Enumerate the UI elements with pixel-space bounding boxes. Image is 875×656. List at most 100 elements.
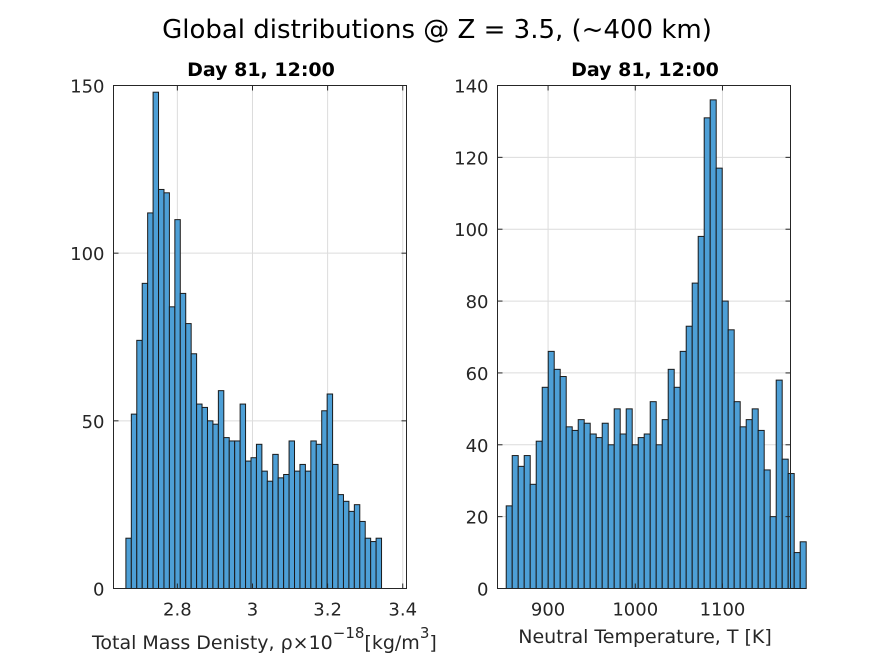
density-bar xyxy=(370,541,377,590)
density-xlabel-units-exponent: 3 xyxy=(420,624,430,642)
density-bar xyxy=(375,537,383,590)
temperature-bar xyxy=(679,350,687,589)
temperature-bar xyxy=(565,426,573,590)
temperature-axes-frame xyxy=(497,85,791,589)
density-bar xyxy=(342,500,350,589)
temperature-ytick-label: 140 xyxy=(454,77,488,98)
density-xlabel-exponent: −18 xyxy=(333,624,365,642)
density-bar xyxy=(288,440,296,589)
density-xtick-label: 2.8 xyxy=(163,600,192,621)
density-bar xyxy=(152,91,160,589)
density-bar xyxy=(359,520,366,590)
temperature-bar xyxy=(559,376,567,589)
temperature-bar xyxy=(703,117,711,589)
temperature-bar xyxy=(631,444,639,589)
temperature-ytick-label: 40 xyxy=(466,436,489,457)
temperature-bar xyxy=(673,386,681,589)
density-xtick-label: 3.2 xyxy=(313,600,342,621)
density-bar xyxy=(136,339,143,589)
density-bar xyxy=(223,437,230,589)
temperature-bar xyxy=(613,408,621,589)
temperature-bar xyxy=(697,235,705,589)
temperature-bar xyxy=(517,465,525,590)
temperature-bar xyxy=(721,300,729,589)
temperature-bar xyxy=(661,419,669,589)
density-xtick-label: 3 xyxy=(247,600,258,621)
density-bar xyxy=(158,188,165,589)
density-xlabel-text: Total Mass Denisty, ρ×10 xyxy=(91,632,333,654)
density-bar xyxy=(206,420,214,590)
density-bar xyxy=(304,470,312,589)
density-bar xyxy=(332,463,339,589)
density-bar xyxy=(337,494,344,589)
density-bar xyxy=(310,440,317,589)
temperature-bar xyxy=(709,99,717,589)
density-bar xyxy=(315,443,323,589)
density-bar xyxy=(326,393,334,589)
density-bar xyxy=(299,463,306,589)
temperature-bar xyxy=(577,419,585,589)
temperature-bar xyxy=(739,426,747,590)
temperature-xtick-label: 900 xyxy=(531,600,565,621)
density-ytick-label: 100 xyxy=(70,244,104,265)
temperature-bar xyxy=(547,350,555,589)
density-bar xyxy=(294,470,301,589)
density-bar xyxy=(217,390,225,589)
temperature-bar xyxy=(655,444,663,589)
temperature-bar xyxy=(553,368,561,590)
temperature-bar xyxy=(667,368,675,590)
temperature-bar xyxy=(583,422,591,589)
temperature-ytick-label: 0 xyxy=(477,580,488,601)
temperature-bar xyxy=(643,433,651,589)
temperature-bar xyxy=(685,325,693,589)
temperature-bar xyxy=(625,408,633,589)
temperature-bar xyxy=(799,541,807,589)
temperature-bar xyxy=(607,444,615,589)
temperature-bar xyxy=(781,458,789,589)
density-bar xyxy=(163,192,170,589)
density-bar xyxy=(125,537,132,590)
density-bar xyxy=(141,282,149,589)
temperature-ticks: 900 1000 1100 0 20 40 60 80 100 120 140 xyxy=(454,77,791,621)
temperature-bar xyxy=(505,505,513,589)
density-bar xyxy=(185,323,192,589)
density-bar xyxy=(255,443,263,589)
density-bar xyxy=(228,440,236,589)
temperature-bar xyxy=(529,483,537,589)
density-bar xyxy=(239,403,247,590)
density-bar xyxy=(283,473,290,589)
temperature-bar xyxy=(763,469,771,589)
temperature-bar xyxy=(595,437,603,589)
density-ytick-label: 150 xyxy=(70,77,104,98)
temperature-bar xyxy=(775,379,783,589)
temperature-bar xyxy=(511,455,519,590)
density-axes-frame xyxy=(113,85,407,589)
density-xlabel-units: [kg/m xyxy=(364,632,419,654)
density-bar xyxy=(179,292,187,589)
temperature-bar xyxy=(649,401,657,589)
temperature-bar xyxy=(727,329,735,589)
temperature-bar xyxy=(601,422,609,589)
density-bar xyxy=(234,440,241,589)
temperature-title: Day 81, 12:00 xyxy=(571,59,719,81)
temperature-bars xyxy=(505,99,807,590)
density-bar xyxy=(190,353,198,589)
temperature-bar xyxy=(691,282,699,589)
density-ticks: 2.8 3 3.2 3.4 0 50 100 150 xyxy=(70,77,417,621)
density-bar xyxy=(364,537,372,590)
density-bar xyxy=(212,423,219,590)
temperature-bar xyxy=(619,433,627,589)
temperature-bar xyxy=(637,437,645,589)
temperature-bar xyxy=(769,516,777,590)
temperature-ytick-label: 20 xyxy=(466,508,489,529)
temperature-bar xyxy=(535,440,543,590)
figure-title: Global distributions @ Z = 3.5, (~400 km… xyxy=(162,15,712,45)
density-bar xyxy=(130,413,138,590)
density-title: Day 81, 12:00 xyxy=(187,59,335,81)
temperature-bar xyxy=(523,455,531,590)
temperature-bar xyxy=(751,408,759,589)
density-bar xyxy=(266,480,274,589)
density-ytick-label: 50 xyxy=(82,412,105,433)
density-bar xyxy=(168,306,176,589)
